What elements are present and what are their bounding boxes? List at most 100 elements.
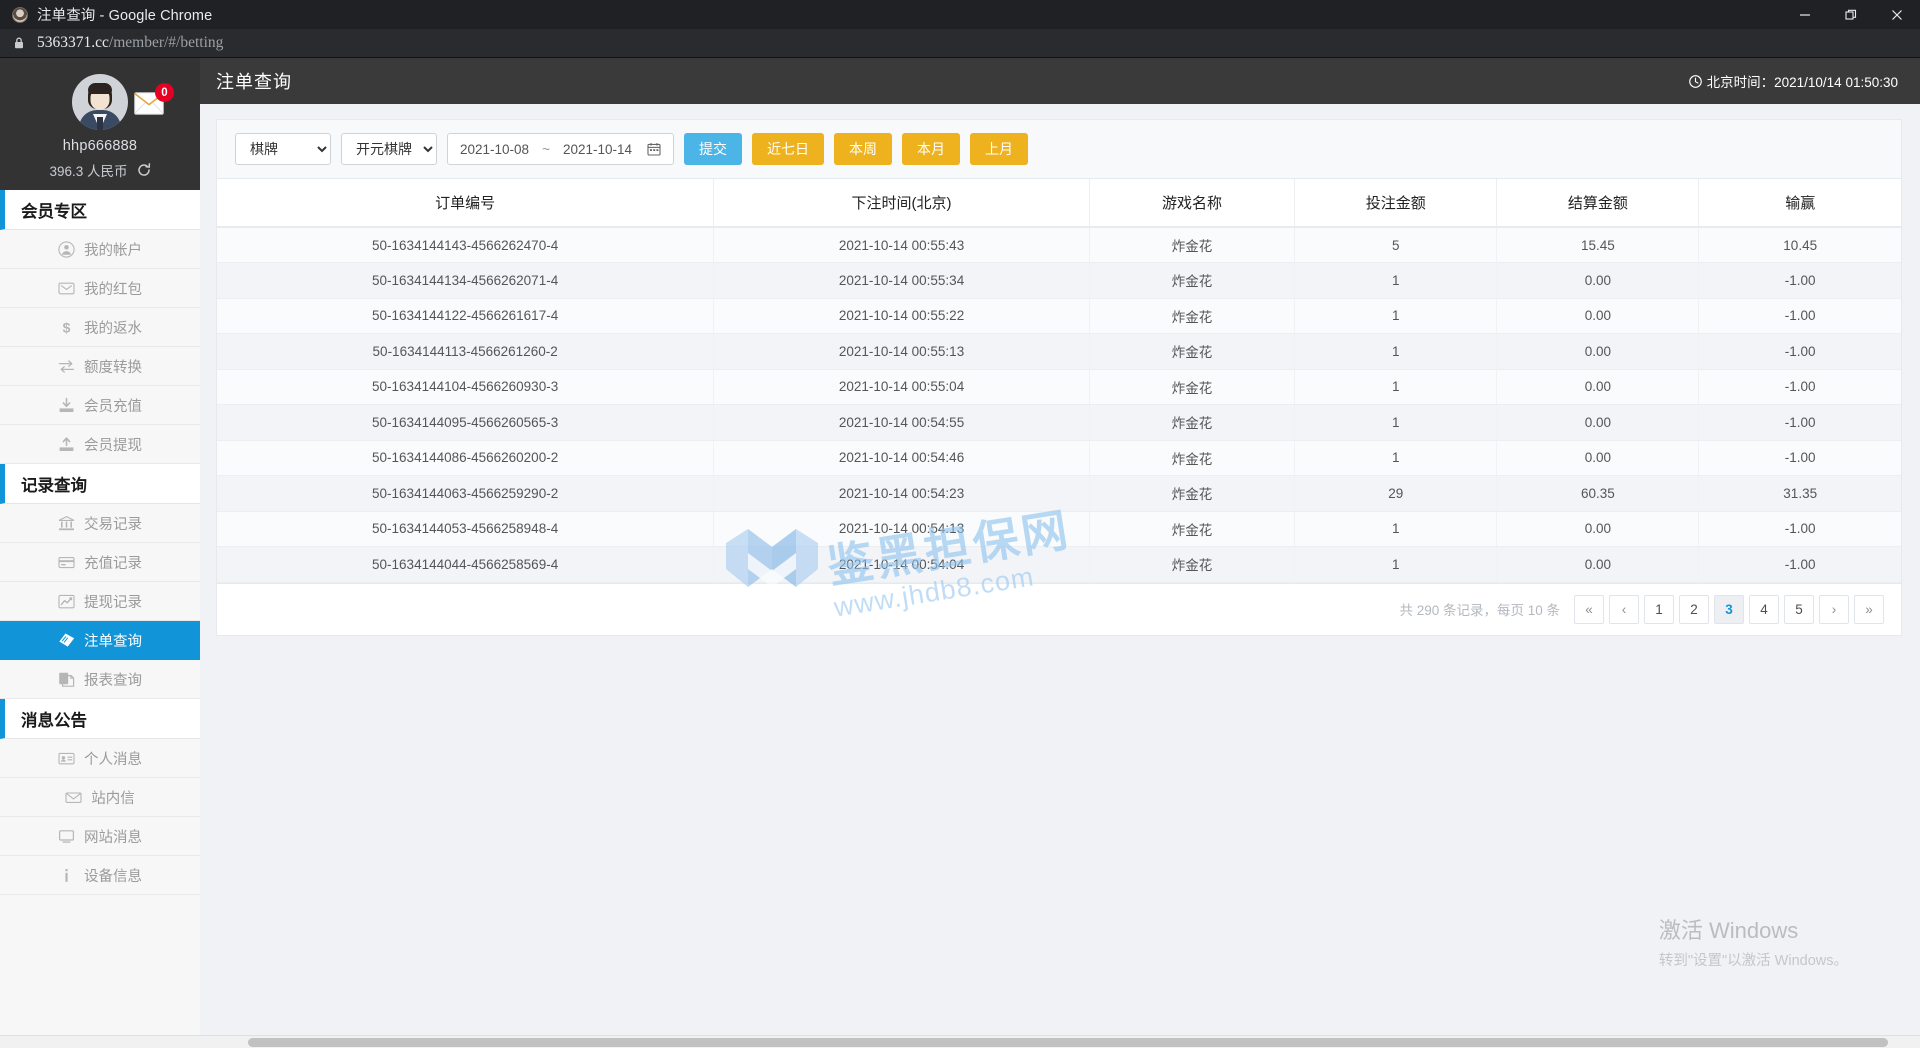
mail-button[interactable]: 0	[134, 83, 174, 120]
pagination-page-3[interactable]: 3	[1714, 594, 1744, 624]
pagination-last[interactable]: »	[1854, 594, 1884, 624]
browser-tab-title[interactable]: 注单查询 - Google Chrome	[37, 8, 213, 24]
server-clock: 北京时间：2021/10/14 01:50:30	[1688, 71, 1898, 91]
cell-order-no: 50-1634144104-4566260930-3	[217, 369, 715, 405]
sidebar-item-1-2[interactable]: 我的红包	[0, 269, 200, 308]
cell-game: 炸金花	[1089, 262, 1296, 299]
table-row[interactable]: 50-1634144053-4566258948-4 2021-10-14 00:…	[217, 511, 1901, 547]
pagination-page-4[interactable]: 4	[1749, 594, 1779, 624]
sidebar-item-label: 充值记录	[84, 555, 142, 572]
sidebar-item-label: 注单查询	[84, 633, 142, 650]
table-row[interactable]: 50-1634144104-4566260930-3 2021-10-14 00:…	[217, 369, 1901, 405]
quick-range-button-1[interactable]: 近七日	[752, 133, 825, 165]
sidebar-item-2-3[interactable]: 提现记录	[0, 582, 200, 621]
table-row[interactable]: 50-1634144143-4566262470-4 2021-10-14 00:…	[217, 227, 1901, 263]
cell-settle-amount: 0.00	[1496, 262, 1700, 299]
close-icon[interactable]	[1874, 0, 1920, 29]
avatar[interactable]	[72, 74, 128, 130]
page-horizontal-scrollbar[interactable]	[0, 1035, 1920, 1048]
date-range-picker[interactable]: 2021-10-08 ~ 2021-10-14	[447, 133, 675, 165]
date-end: 2021-10-14	[562, 141, 633, 157]
table-row[interactable]: 50-1634144063-4566259290-2 2021-10-14 00:…	[217, 475, 1901, 512]
sidebar-nav: 会员专区 我的帐户 我的红包 $ 我的返水 额度转换 会员充值 会员提现 记录查询 交易记录 充值记…	[0, 190, 200, 895]
sidebar-item-label: 会员提现	[84, 437, 142, 454]
table-row[interactable]: 50-1634144113-4566261260-2 2021-10-14 00:…	[217, 333, 1901, 370]
browser-address-bar[interactable]: 5363371.cc/member/#/betting	[0, 29, 1920, 58]
page-header: 注单查询 北京时间：2021/10/14 01:50:30	[200, 58, 1920, 104]
sidebar-item-1-4[interactable]: 额度转换	[0, 347, 200, 386]
submit-button[interactable]: 提交	[684, 133, 743, 165]
sidebar-item-label: 我的帐户	[84, 242, 142, 259]
cell-bet-time: 2021-10-14 00:55:34	[713, 262, 1090, 299]
windows-activation-watermark: 激活 Windows 转到"设置"以激活 Windows。	[1659, 913, 1848, 970]
profile-username: hhp666888	[62, 138, 138, 154]
sidebar-item-label: 站内信	[91, 790, 135, 807]
pagination-page-5[interactable]: 5	[1784, 594, 1814, 624]
cell-bet-time: 2021-10-14 00:55:13	[713, 333, 1090, 370]
sidebar-item-1-1[interactable]: 我的帐户	[0, 230, 200, 269]
window-controls	[1782, 0, 1920, 29]
info-icon	[58, 867, 75, 884]
cell-settle-amount: 0.00	[1496, 298, 1700, 334]
browser-titlebar: 注单查询 - Google Chrome	[0, 0, 1920, 29]
upload-tray-icon	[58, 436, 75, 453]
platform-select[interactable]: 开元棋牌乐游棋牌闲来棋牌	[341, 133, 437, 165]
profile-balance: 396.3 人民币	[49, 164, 128, 179]
sidebar-group-title: 记录查询	[0, 464, 200, 504]
quick-range-button-3[interactable]: 本月	[902, 133, 961, 165]
cell-win-loss: 31.35	[1698, 475, 1901, 512]
cell-game: 炸金花	[1089, 404, 1296, 441]
sidebar-item-2-2[interactable]: 充值记录	[0, 543, 200, 582]
sidebar: 0 hhp666888 396.3 人民币 会员专区 我的帐户 我的红包 $ 我的返水额…	[0, 58, 200, 1048]
ticket-icon	[58, 632, 75, 649]
cell-bet-amount: 1	[1294, 404, 1498, 441]
mail-badge-count: 0	[155, 83, 174, 102]
sidebar-item-3-4[interactable]: 设备信息	[0, 856, 200, 895]
sidebar-item-3-3[interactable]: 网站消息	[0, 817, 200, 856]
date-start: 2021-10-08	[460, 141, 530, 157]
exchange-icon	[58, 358, 75, 375]
table-row[interactable]: 50-1634144122-4566261617-4 2021-10-14 00:…	[217, 298, 1901, 334]
sidebar-item-1-5[interactable]: 会员充值	[0, 386, 200, 425]
sidebar-item-3-2[interactable]: 站内信	[0, 778, 200, 817]
credit-card-icon	[58, 554, 75, 571]
pagination-page-1[interactable]: 1	[1644, 594, 1674, 624]
sidebar-item-2-5[interactable]: 报表查询	[0, 660, 200, 699]
url-path: /member/#/betting	[108, 34, 224, 51]
sidebar-item-2-4[interactable]: 注单查询	[0, 621, 200, 660]
table-column-header: 输赢	[1698, 179, 1901, 228]
cell-game: 炸金花	[1089, 369, 1296, 405]
table-row[interactable]: 50-1634144086-4566260200-2 2021-10-14 00:…	[217, 440, 1901, 476]
pagination-next[interactable]: ›	[1819, 594, 1849, 624]
refresh-balance-icon[interactable]	[137, 163, 151, 177]
date-separator: ~	[542, 141, 550, 157]
quick-range-button-4[interactable]: 上月	[970, 133, 1029, 165]
category-select[interactable]: 棋牌真人体育电子	[235, 133, 331, 165]
pagination-prev[interactable]: ‹	[1609, 594, 1639, 624]
cell-order-no: 50-1634144044-4566258569-4	[217, 546, 715, 583]
cell-bet-time: 2021-10-14 00:54:04	[713, 546, 1090, 583]
sidebar-item-2-1[interactable]: 交易记录	[0, 504, 200, 543]
table-row[interactable]: 50-1634144134-4566262071-4 2021-10-14 00:…	[217, 262, 1901, 299]
sidebar-item-1-3[interactable]: $ 我的返水	[0, 308, 200, 347]
minimize-icon[interactable]	[1782, 0, 1828, 29]
sidebar-item-label: 交易记录	[84, 516, 142, 533]
table-row[interactable]: 50-1634144044-4566258569-4 2021-10-14 00:…	[217, 546, 1901, 583]
sidebar-item-1-6[interactable]: 会员提现	[0, 425, 200, 464]
pagination-first[interactable]: «	[1574, 594, 1604, 624]
windows-activation-title: 激活 Windows	[1658, 918, 1799, 943]
envelope-square-icon	[58, 280, 75, 297]
scrollbar-thumb[interactable]	[248, 1038, 1888, 1047]
table-column-header: 下注时间(北京)	[713, 179, 1090, 228]
pagination-page-2[interactable]: 2	[1679, 594, 1709, 624]
sidebar-item-label: 我的红包	[84, 281, 142, 298]
user-circle-icon	[58, 240, 75, 258]
main-content: 注单查询 北京时间：2021/10/14 01:50:30 棋牌真人体育电子 开	[200, 58, 1920, 1048]
cell-settle-amount: 15.45	[1496, 227, 1700, 263]
monitor-icon	[58, 828, 75, 845]
sidebar-item-3-1[interactable]: 个人消息	[0, 739, 200, 778]
quick-range-button-2[interactable]: 本周	[834, 133, 893, 165]
table-row[interactable]: 50-1634144095-4566260565-3 2021-10-14 00:…	[217, 404, 1901, 441]
maximize-restore-icon[interactable]	[1828, 0, 1874, 29]
